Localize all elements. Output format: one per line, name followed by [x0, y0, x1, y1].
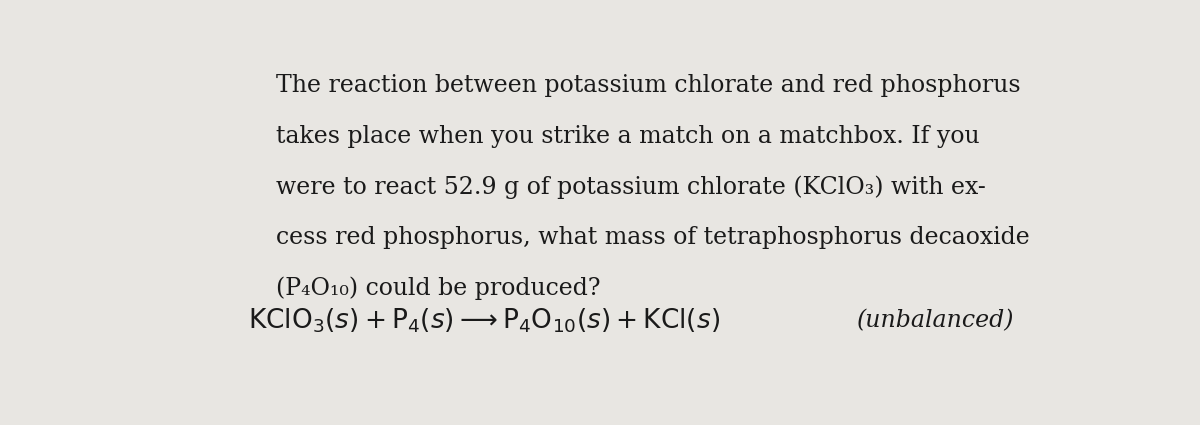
- Text: (P₄O₁₀) could be produced?: (P₄O₁₀) could be produced?: [276, 277, 600, 300]
- Text: were to react 52.9 g of potassium chlorate (KClO₃) with ex-: were to react 52.9 g of potassium chlora…: [276, 176, 985, 199]
- Text: (unbalanced): (unbalanced): [857, 309, 1014, 332]
- Text: $\mathrm{KClO_3}(s) + \mathrm{P_4}(s) \longrightarrow \mathrm{P_4O_{10}}(s) + \m: $\mathrm{KClO_3}(s) + \mathrm{P_4}(s) \l…: [247, 307, 720, 335]
- Text: cess red phosphorus, what mass of tetraphosphorus decaoxide: cess red phosphorus, what mass of tetrap…: [276, 226, 1030, 249]
- Text: takes place when you strike a match on a matchbox. If you: takes place when you strike a match on a…: [276, 125, 979, 147]
- Text: The reaction between potassium chlorate and red phosphorus: The reaction between potassium chlorate …: [276, 74, 1020, 97]
